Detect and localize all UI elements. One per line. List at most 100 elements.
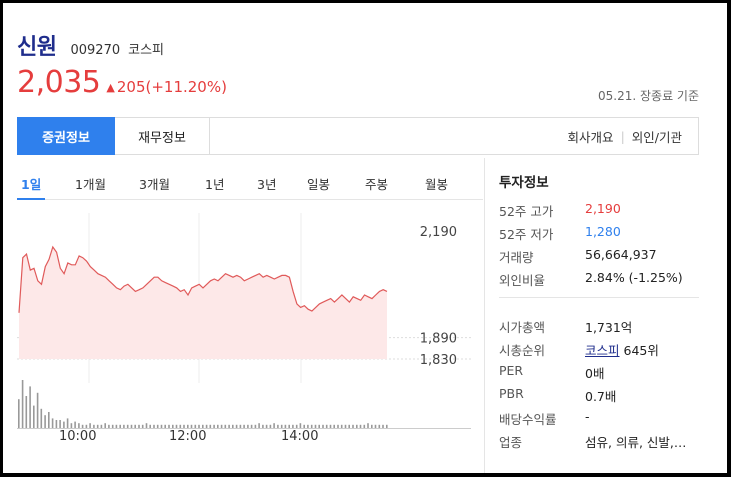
volume-bar (224, 424, 227, 428)
volume-bar (74, 421, 76, 428)
volume-bar (179, 424, 182, 428)
volume-bar (205, 424, 208, 428)
tab-bar: 증권정보 재무정보 회사개요 | 외인/기관 (17, 117, 699, 155)
volume-bar (228, 424, 230, 428)
info-label: 시총순위 (499, 343, 546, 358)
volume-bar (359, 424, 362, 428)
volume-bar (284, 424, 287, 428)
volume-bar (145, 423, 148, 428)
volume-bar (344, 424, 347, 428)
volume-bar (277, 424, 279, 428)
volume-bar (209, 424, 212, 428)
x-tick-label: 10:00 (59, 429, 97, 444)
finance-widget: 신원 009270 코스피 2,035 ▲ 205(+11.20%) 05.21… (3, 3, 727, 473)
volume-bar (247, 424, 249, 428)
volume-bar (141, 424, 144, 428)
info-row-foreign-ratio: 외인비율 2.84% (-1.25%) (499, 270, 683, 289)
active-period-underline (17, 198, 45, 200)
info-value[interactable]: 섬유, 의류, 신발,… (585, 435, 687, 450)
volume-bar (363, 424, 366, 428)
volume-bars (17, 380, 471, 429)
volume-bar (356, 424, 358, 428)
volume-bar (314, 424, 317, 428)
volume-bar (269, 424, 272, 428)
volume-bar (232, 424, 234, 428)
volume-bar (172, 424, 174, 428)
period-tab-1m[interactable]: 1개월 (75, 177, 106, 192)
volume-bar (213, 424, 215, 428)
period-tab-1y[interactable]: 1년 (205, 177, 225, 192)
volume-bar (63, 421, 65, 428)
period-tab-monthly[interactable]: 월봉 (425, 177, 449, 192)
period-tab-weekly[interactable]: 주봉 (365, 177, 389, 192)
info-value: - (585, 409, 590, 424)
volume-bar (78, 423, 80, 428)
foreign-institution-link[interactable]: 외인/기관 (631, 129, 682, 145)
info-row-per: PER 0배 (499, 363, 604, 382)
stock-market: 코스피 (128, 43, 165, 58)
info-label: 업종 (499, 435, 523, 450)
period-tab-3m[interactable]: 3개월 (139, 177, 170, 192)
info-label: 외인비율 (499, 273, 546, 288)
volume-bar (292, 424, 294, 428)
volume-bar (130, 424, 133, 428)
link-separator: | (620, 128, 625, 144)
volume-bar (367, 423, 369, 428)
y-tick-label: 2,190 (420, 225, 457, 240)
volume-bar (303, 424, 305, 428)
volume-bar (51, 418, 54, 428)
period-tab-3y[interactable]: 3년 (257, 177, 277, 192)
volume-bar (81, 424, 84, 428)
volume-bar (258, 423, 260, 428)
info-row-market-cap: 시가총액 1,731억 (499, 317, 632, 336)
volume-bar (378, 424, 381, 428)
closing-note: 05.21. 장종료 기준 (598, 89, 699, 103)
time-axis: 10:00 12:00 14:00 (17, 429, 471, 445)
stock-code: 009270 (70, 43, 121, 58)
volume-bar (59, 420, 61, 428)
price-chart[interactable]: 2,190 1,890 1,830 (17, 213, 471, 383)
panel-divider (484, 158, 485, 473)
volume-bar (190, 424, 193, 428)
period-tab-daily[interactable]: 일봉 (307, 177, 331, 192)
price-row: 2,035 ▲ 205(+11.20%) (17, 65, 227, 100)
price-change: ▲ 205(+11.20%) (106, 78, 227, 96)
volume-bar (288, 424, 290, 428)
volume-bar (322, 424, 324, 428)
volume-bar (265, 424, 268, 428)
volume-bar (239, 424, 242, 428)
period-tab-1d[interactable]: 1일 (21, 177, 42, 192)
volume-bar (352, 424, 354, 428)
info-label: 52주 고가 (499, 204, 554, 219)
volume-bar (371, 424, 373, 428)
volume-bar (55, 420, 58, 428)
market-link[interactable]: 코스피 (585, 343, 620, 358)
volume-bar (18, 399, 20, 428)
company-overview-link[interactable]: 회사개요 (567, 129, 614, 145)
info-row-industry: 업종 섬유, 의류, 신발,… (499, 432, 686, 451)
volume-bar (273, 423, 275, 428)
investment-info-title: 투자정보 (499, 175, 549, 191)
info-value: 0.7배 (585, 389, 617, 404)
volume-bar (194, 424, 197, 428)
volume-bar (93, 424, 95, 428)
volume-bar (33, 405, 35, 428)
volume-bar (104, 423, 106, 428)
volume-bar (36, 392, 39, 428)
tab-securities-info[interactable]: 증권정보 (17, 117, 115, 155)
volume-bar (160, 424, 163, 428)
info-value: 코스피 645위 (585, 340, 659, 359)
stock-name[interactable]: 신원 (17, 35, 57, 60)
info-row-cap-rank: 시총순위 코스피 645위 (499, 340, 659, 359)
x-tick-label: 12:00 (169, 429, 207, 444)
tab-financial-info[interactable]: 재무정보 (115, 118, 210, 154)
volume-bar (48, 412, 50, 428)
info-label: PBR (499, 386, 524, 401)
volume-bar (126, 424, 129, 428)
info-value: 2.84% (-1.25%) (585, 270, 683, 285)
volume-bar (96, 424, 99, 428)
volume-bar (149, 424, 151, 428)
volume-bar (29, 386, 31, 428)
volume-bar (329, 424, 332, 428)
volume-bar (108, 424, 110, 428)
